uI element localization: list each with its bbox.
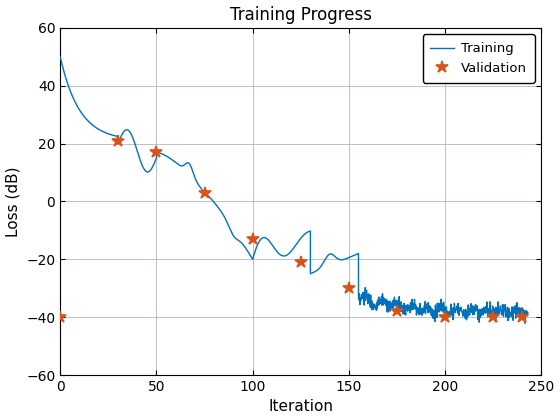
- Validation: [201, 190, 208, 195]
- Validation: [297, 260, 304, 265]
- Training: [57, 54, 64, 59]
- Legend: Training, Validation: Training, Validation: [423, 34, 535, 83]
- X-axis label: Iteration: Iteration: [268, 399, 333, 415]
- Training: [525, 310, 531, 315]
- Training: [262, 235, 268, 240]
- Title: Training Progress: Training Progress: [230, 5, 372, 24]
- Validation: [394, 309, 400, 314]
- Validation: [249, 236, 256, 241]
- Validation: [57, 315, 64, 320]
- Training: [428, 306, 435, 311]
- Line: Validation: Validation: [54, 134, 528, 323]
- Validation: [490, 315, 497, 320]
- Training: [144, 169, 151, 174]
- Validation: [115, 138, 122, 143]
- Y-axis label: Loss (dB): Loss (dB): [6, 166, 21, 237]
- Training: [289, 247, 296, 252]
- Validation: [519, 315, 525, 320]
- Training: [136, 155, 143, 160]
- Training: [522, 321, 529, 326]
- Training: [311, 270, 318, 275]
- Validation: [442, 315, 449, 320]
- Line: Training: Training: [60, 57, 528, 323]
- Validation: [346, 286, 352, 291]
- Validation: [153, 150, 160, 155]
